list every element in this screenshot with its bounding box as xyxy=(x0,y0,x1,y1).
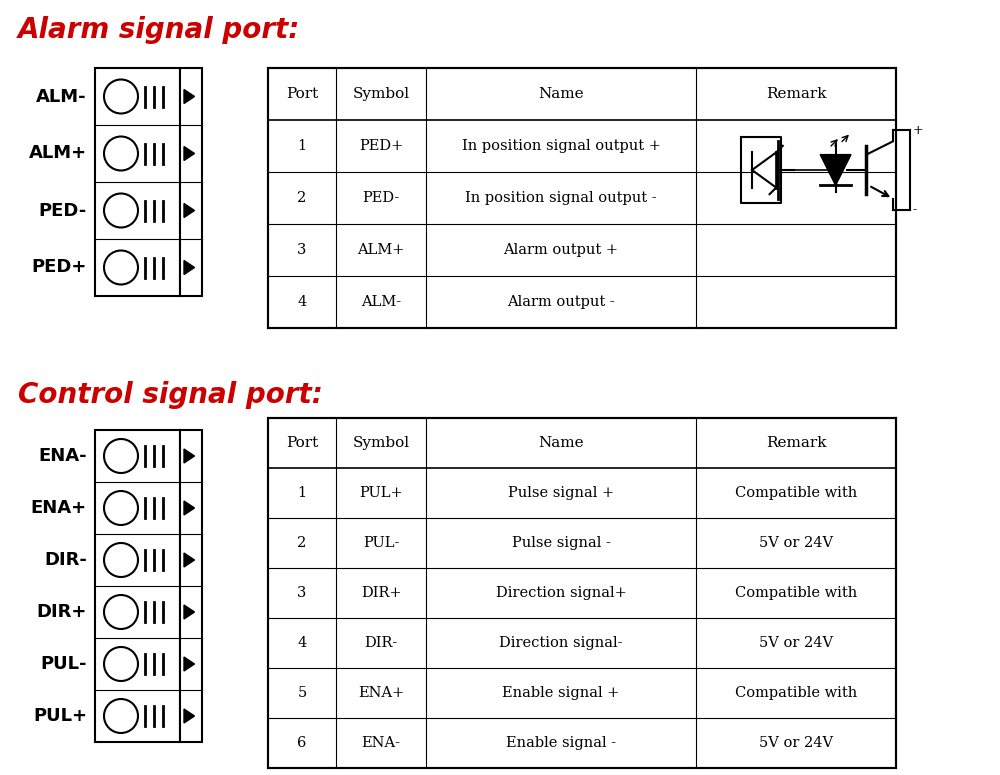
Bar xyxy=(180,68,202,296)
Text: 3: 3 xyxy=(297,586,307,600)
Text: In position signal output -: In position signal output - xyxy=(465,191,657,205)
Text: 1: 1 xyxy=(297,139,307,153)
Text: 5V or 24V: 5V or 24V xyxy=(759,536,833,550)
Text: ALM+: ALM+ xyxy=(357,243,405,257)
Polygon shape xyxy=(184,553,194,567)
Polygon shape xyxy=(184,501,194,515)
Circle shape xyxy=(104,194,138,228)
Text: PUL-: PUL- xyxy=(363,536,399,550)
Text: Direction signal-: Direction signal- xyxy=(499,636,623,650)
Circle shape xyxy=(104,136,138,170)
Text: ENA+: ENA+ xyxy=(31,499,87,517)
Polygon shape xyxy=(752,153,776,188)
Text: Enable signal +: Enable signal + xyxy=(502,686,620,700)
Text: DIR-: DIR- xyxy=(364,636,398,650)
Text: ALM-: ALM- xyxy=(36,88,87,105)
Polygon shape xyxy=(184,89,194,104)
Circle shape xyxy=(104,80,138,113)
Bar xyxy=(268,418,896,768)
Text: -: - xyxy=(913,203,917,216)
Text: Port: Port xyxy=(286,436,318,450)
Text: Name: Name xyxy=(538,436,584,450)
Text: ALM-: ALM- xyxy=(361,295,401,309)
Text: 5V or 24V: 5V or 24V xyxy=(759,636,833,650)
Text: PED-: PED- xyxy=(362,191,400,205)
Text: ENA+: ENA+ xyxy=(358,686,404,700)
Text: Symbol: Symbol xyxy=(352,436,410,450)
Circle shape xyxy=(104,647,138,681)
Text: Alarm output +: Alarm output + xyxy=(504,243,618,257)
Text: +: + xyxy=(913,124,923,137)
Text: PUL+: PUL+ xyxy=(33,707,87,725)
Text: PED-: PED- xyxy=(39,202,87,219)
Text: Control signal port:: Control signal port: xyxy=(18,381,323,409)
Circle shape xyxy=(104,595,138,629)
Text: Pulse signal -: Pulse signal - xyxy=(512,536,610,550)
Text: Direction signal+: Direction signal+ xyxy=(496,586,626,600)
Text: Compatible with: Compatible with xyxy=(735,586,857,600)
Text: PUL+: PUL+ xyxy=(359,486,403,500)
Text: Alarm output -: Alarm output - xyxy=(507,295,615,309)
Text: 5: 5 xyxy=(297,686,307,700)
Bar xyxy=(95,68,180,296)
Circle shape xyxy=(104,543,138,577)
Text: 3: 3 xyxy=(297,243,307,257)
Text: Alarm signal port:: Alarm signal port: xyxy=(18,16,300,44)
Polygon shape xyxy=(184,449,194,463)
Text: 2: 2 xyxy=(297,536,307,550)
Text: Compatible with: Compatible with xyxy=(735,686,857,700)
Text: Compatible with: Compatible with xyxy=(735,486,857,500)
Polygon shape xyxy=(184,605,194,619)
Polygon shape xyxy=(820,154,851,185)
Text: Port: Port xyxy=(286,87,318,101)
Text: 6: 6 xyxy=(297,736,307,750)
Text: In position signal output +: In position signal output + xyxy=(462,139,660,153)
Text: PED+: PED+ xyxy=(32,259,87,277)
Text: 5V or 24V: 5V or 24V xyxy=(759,736,833,750)
Bar xyxy=(180,430,202,742)
Polygon shape xyxy=(184,204,194,218)
Circle shape xyxy=(104,491,138,525)
Text: DIR+: DIR+ xyxy=(37,603,87,621)
Polygon shape xyxy=(184,260,194,274)
Circle shape xyxy=(104,699,138,733)
Text: 4: 4 xyxy=(297,295,307,309)
Text: 2: 2 xyxy=(297,191,307,205)
Text: Enable signal -: Enable signal - xyxy=(506,736,616,750)
Text: DIR+: DIR+ xyxy=(361,586,401,600)
Text: ALM+: ALM+ xyxy=(29,144,87,163)
Polygon shape xyxy=(184,657,194,671)
Circle shape xyxy=(104,250,138,284)
Bar xyxy=(268,68,896,328)
Text: Symbol: Symbol xyxy=(352,87,410,101)
Text: PUL-: PUL- xyxy=(40,655,87,673)
Text: Name: Name xyxy=(538,87,584,101)
Text: DIR-: DIR- xyxy=(44,551,87,569)
Polygon shape xyxy=(184,146,194,160)
Text: 4: 4 xyxy=(297,636,307,650)
Circle shape xyxy=(104,439,138,473)
Bar xyxy=(95,430,180,742)
Text: PED+: PED+ xyxy=(359,139,403,153)
Text: 1: 1 xyxy=(297,486,307,500)
Text: Remark: Remark xyxy=(766,87,826,101)
Text: Pulse signal +: Pulse signal + xyxy=(508,486,614,500)
Text: ENA-: ENA- xyxy=(38,447,87,465)
Text: ENA-: ENA- xyxy=(362,736,400,750)
Text: Remark: Remark xyxy=(766,436,826,450)
Polygon shape xyxy=(184,709,194,723)
